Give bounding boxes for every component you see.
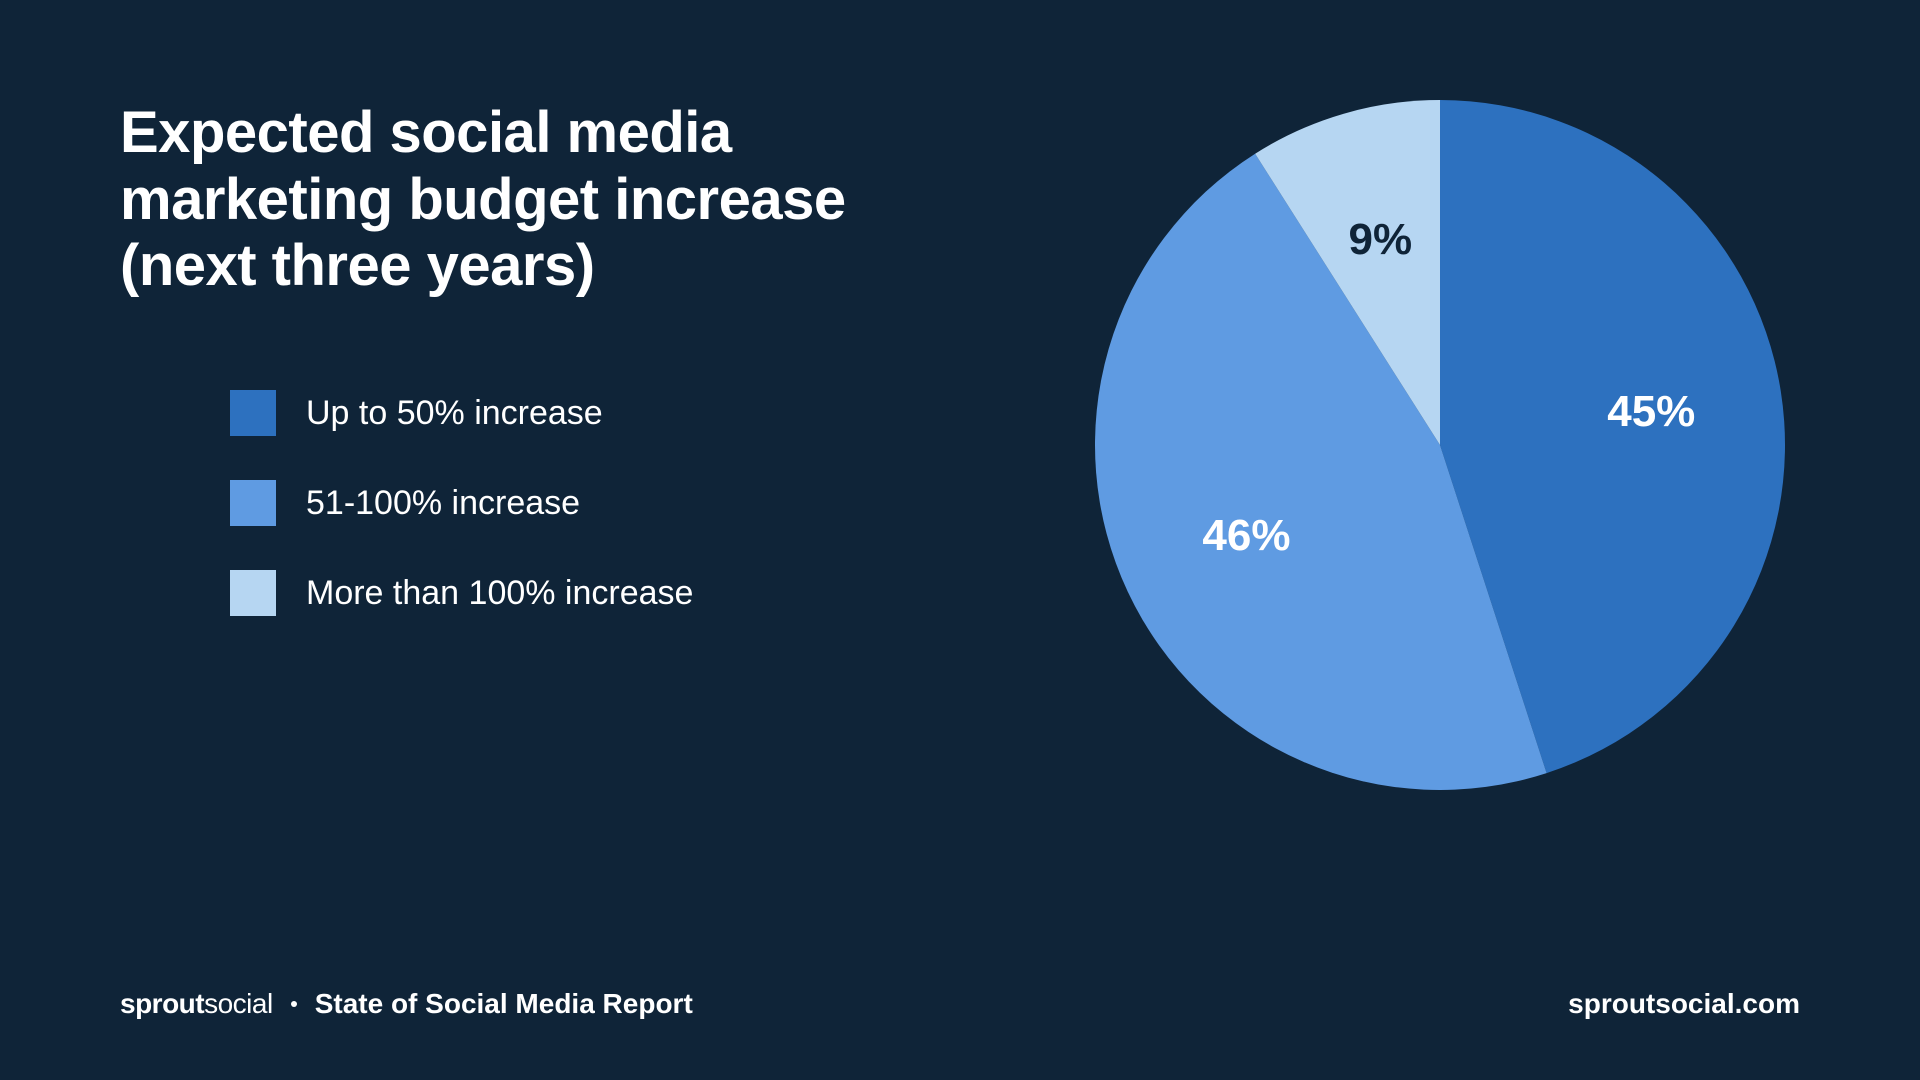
brand-logo: sproutsocial [120,988,273,1020]
report-name: State of Social Media Report [315,988,693,1020]
title-line-1: Expected social media [120,100,732,165]
title-line-3: (next three years) [120,233,595,298]
legend-item-1: 51-100% increase [230,480,1040,526]
title-line-2: marketing budget increase [120,167,846,232]
legend-item-0: Up to 50% increase [230,390,1040,436]
right-column: 45% 46% 9% [1080,100,1800,1000]
brand-rest: social [204,988,273,1019]
left-column: Expected social media marketing budget i… [120,100,1080,1000]
content-row: Expected social media marketing budget i… [120,100,1800,1000]
slide-title: Expected social media marketing budget i… [120,100,1040,300]
legend-label-2: More than 100% increase [306,574,693,613]
separator-dot-icon [291,1001,297,1007]
footer-url: sproutsocial.com [1568,988,1800,1020]
legend-item-2: More than 100% increase [230,570,1040,616]
pie-label-2: 9% [1349,215,1413,265]
legend-label-1: 51-100% increase [306,484,580,523]
slide: Expected social media marketing budget i… [0,0,1920,1080]
legend: Up to 50% increase 51-100% increase More… [120,390,1040,616]
footer: sproutsocial State of Social Media Repor… [120,988,1800,1020]
legend-swatch-0 [230,390,276,436]
footer-left: sproutsocial State of Social Media Repor… [120,988,693,1020]
pie-label-0: 45% [1607,387,1695,437]
pie-label-1: 46% [1202,511,1290,561]
legend-swatch-1 [230,480,276,526]
pie-svg [1095,100,1785,790]
pie-chart: 45% 46% 9% [1095,100,1785,790]
brand-bold: sprout [120,988,204,1019]
legend-label-0: Up to 50% increase [306,394,603,433]
legend-swatch-2 [230,570,276,616]
